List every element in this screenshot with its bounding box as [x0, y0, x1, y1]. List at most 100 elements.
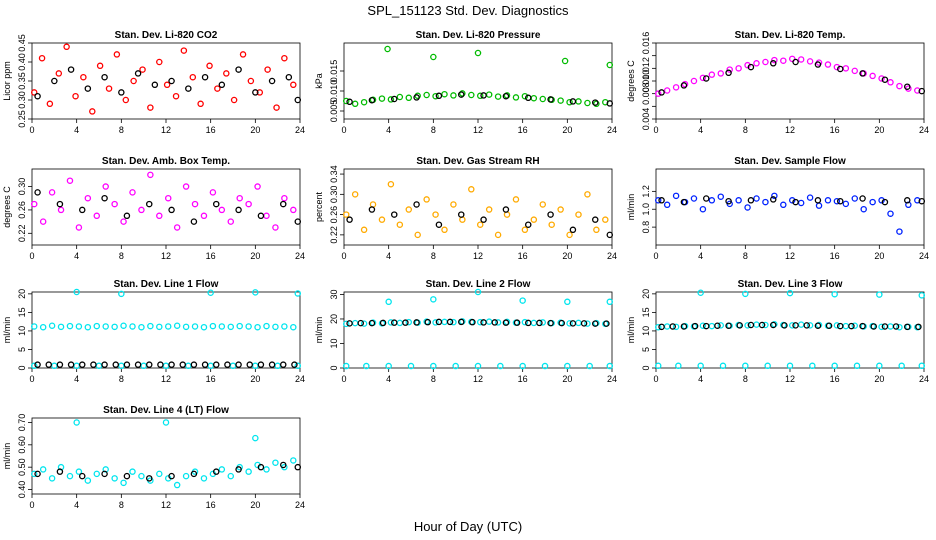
data-point	[156, 212, 163, 220]
data-point	[797, 56, 805, 63]
data-point	[474, 49, 482, 57]
panel-title: Stan. Dev. Line 1 Flow	[114, 279, 219, 290]
x-tick-label: 4	[74, 500, 79, 510]
data-point	[703, 75, 710, 82]
x-tick-label: 0	[29, 374, 34, 384]
data-point	[557, 206, 564, 213]
data-series	[658, 321, 922, 331]
data-point	[780, 57, 787, 64]
data-point	[606, 362, 614, 370]
data-point	[521, 318, 529, 326]
data-point	[95, 362, 103, 370]
data-point	[771, 56, 778, 64]
data-point	[252, 362, 259, 370]
data-point	[200, 212, 208, 220]
data-point	[915, 323, 922, 331]
plot-frame	[343, 42, 613, 120]
data-point	[156, 58, 163, 66]
data-point	[541, 362, 549, 370]
data-point	[66, 322, 74, 330]
data-point	[272, 459, 279, 466]
data-point	[726, 66, 733, 73]
data-point	[853, 362, 861, 370]
data-point	[179, 361, 186, 368]
data-point	[200, 475, 208, 482]
data-point	[274, 362, 281, 370]
data-point	[557, 97, 564, 104]
x-tick-label: 0	[29, 500, 34, 510]
data-point	[502, 206, 510, 213]
data-point	[792, 322, 799, 329]
data-point	[235, 466, 242, 473]
data-point	[708, 71, 716, 78]
chart-panel: Stan. Dev. Li-820 CO2 Licor ppm 0 4 8 12 16 20 2…	[2, 30, 305, 135]
data-point	[57, 323, 65, 331]
data-point	[123, 361, 131, 368]
data-point	[134, 361, 142, 368]
data-point	[887, 79, 894, 86]
x-tick-label: 20	[562, 125, 572, 135]
data-point	[360, 320, 368, 327]
data-point	[423, 91, 430, 99]
data-point	[368, 206, 376, 213]
data-point	[753, 60, 760, 67]
data-point	[869, 72, 876, 80]
data-point	[914, 87, 921, 94]
data-point	[264, 66, 271, 73]
data-series	[34, 66, 302, 104]
data-point	[658, 89, 665, 96]
data-point	[485, 91, 493, 98]
data-point	[168, 206, 175, 214]
data-point	[405, 94, 413, 102]
data-point	[34, 361, 41, 368]
data-point	[474, 288, 482, 296]
data-point	[57, 206, 65, 214]
data-point	[413, 319, 420, 326]
data-point	[918, 87, 926, 95]
data-point	[360, 98, 368, 106]
data-point	[79, 361, 86, 368]
data-point	[101, 470, 108, 478]
y-tick-label: 15	[641, 307, 651, 317]
y-tick-label: 0.34	[329, 165, 339, 183]
data-point	[558, 319, 566, 327]
data-point	[423, 196, 430, 203]
y-tick-label: 0.016	[641, 32, 651, 55]
chart-panel: Stan. Dev. Li-820 Pressure kPa 0 4 8 12 16 20 24…	[314, 30, 617, 135]
data-point	[725, 197, 732, 205]
data-point	[218, 206, 226, 214]
data-point	[235, 66, 242, 73]
y-tick-label: 0.40	[17, 53, 27, 71]
data-point	[831, 290, 838, 298]
data-point	[130, 77, 137, 85]
data-point	[680, 82, 688, 89]
data-point	[815, 202, 823, 209]
data-point	[814, 197, 822, 204]
data-point	[837, 322, 844, 330]
data-point	[157, 361, 164, 368]
data-point	[878, 197, 885, 204]
data-point	[606, 100, 614, 107]
data-point	[122, 96, 130, 104]
data-point	[56, 468, 64, 475]
data-point	[519, 297, 526, 304]
y-axis-label: degrees C	[626, 60, 636, 102]
data-point	[725, 322, 732, 329]
data-point	[257, 212, 265, 220]
data-point	[430, 296, 437, 303]
data-point	[55, 70, 63, 77]
data-point	[56, 200, 64, 208]
data-point	[457, 211, 465, 218]
data-point	[140, 362, 147, 370]
data-point	[281, 323, 288, 330]
data-point	[279, 200, 287, 208]
data-point	[73, 419, 80, 426]
data-point	[918, 362, 926, 370]
data-point	[385, 298, 392, 306]
data-point	[75, 224, 83, 231]
x-tick-label: 20	[562, 374, 572, 384]
data-point	[342, 97, 350, 105]
data-point	[294, 290, 302, 297]
data-point	[405, 318, 413, 326]
data-point	[744, 204, 751, 211]
